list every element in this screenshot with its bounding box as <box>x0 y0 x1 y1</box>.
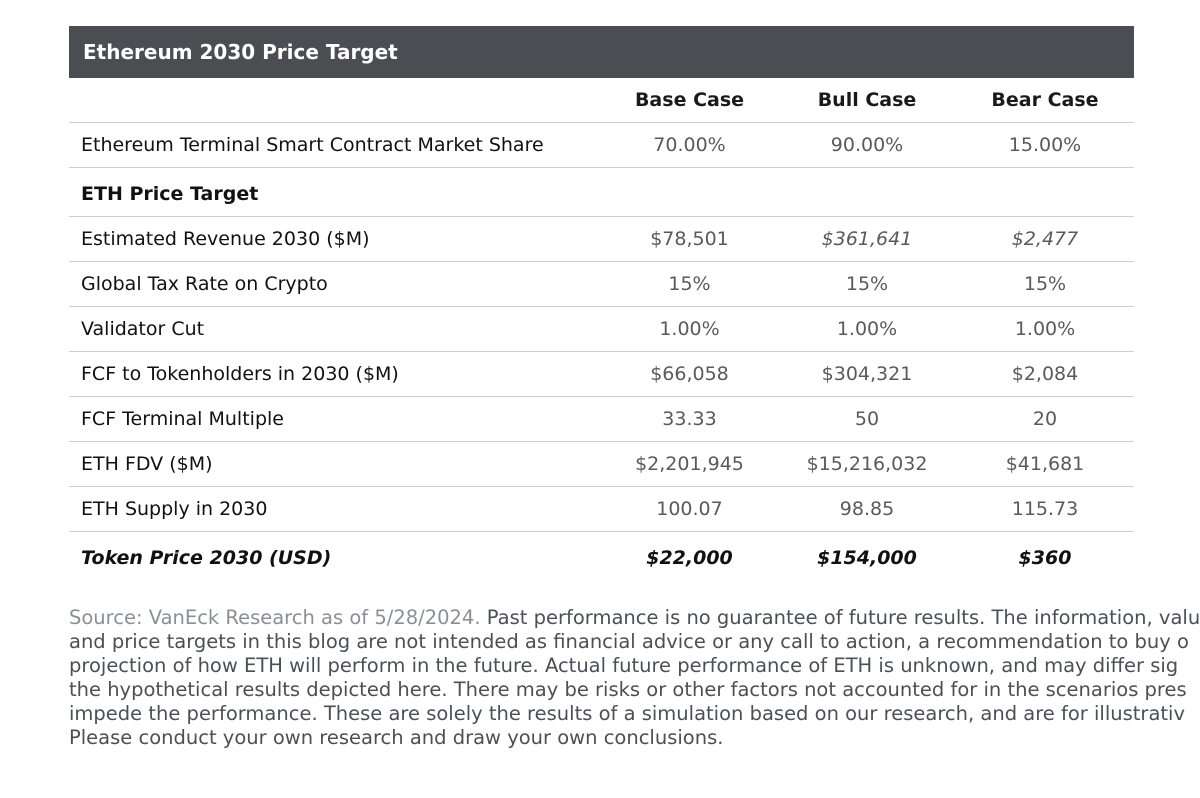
cell-base-case <box>601 168 778 217</box>
cell-bull-case: 90.00% <box>830 134 904 156</box>
cell-bear-case: 1.00% <box>1014 318 1076 340</box>
cell-bull-case: $304,321 <box>821 363 913 385</box>
cell-bear-case: 15.00% <box>1008 134 1082 156</box>
row-label: Validator Cut <box>81 318 205 340</box>
cell-base-case: $78,501 <box>650 228 729 250</box>
table-row: FCF Terminal Multiple 33.33 50 20 <box>69 396 1134 442</box>
cell-base-case: $2,201,945 <box>635 453 744 475</box>
cell-bull-case: 1.00% <box>836 318 898 340</box>
header-blank <box>69 78 601 123</box>
section-label: ETH Price Target <box>81 183 259 205</box>
cell-bear-case: 115.73 <box>1011 498 1079 520</box>
cell-bear-case: $2,084 <box>1011 363 1079 385</box>
row-label: Estimated Revenue 2030 ($M) <box>81 228 370 250</box>
price-target-table: Base Case Bull Case Bear Case Ethereum T… <box>69 78 1134 584</box>
row-label: FCF to Tokenholders in 2030 ($M) <box>81 363 399 385</box>
cell-base-case: 100.07 <box>656 498 723 520</box>
table-row: ETH FDV ($M) $2,201,945 $15,216,032 $41,… <box>69 441 1134 487</box>
section-row: ETH Price Target <box>69 167 1134 217</box>
cell-bear-case: $2,477 <box>1011 228 1079 250</box>
cell-bear-case: 15% <box>1023 273 1067 295</box>
cell-base-case: 15% <box>668 273 711 295</box>
disclaimer-footnote: Source: VanEck Research as of 5/28/2024.… <box>69 606 1200 750</box>
row-label: FCF Terminal Multiple <box>81 408 284 430</box>
footnote-line: and price targets in this blog are not i… <box>69 630 1189 653</box>
footnote-line: impede the performance. These are solely… <box>69 702 1186 725</box>
column-header-base-case: Base Case <box>634 89 745 111</box>
cell-base-case: 1.00% <box>659 318 720 340</box>
table-title: Ethereum 2030 Price Target <box>69 26 1134 78</box>
row-label: Global Tax Rate on Crypto <box>81 273 328 295</box>
cell-bear-case: 20 <box>1032 408 1058 430</box>
footnote-line: the hypothetical results depicted here. … <box>69 678 1187 701</box>
price-target-card: Ethereum 2030 Price Target Base Case Bul… <box>69 26 1134 584</box>
column-header-bull-case: Bull Case <box>817 89 917 111</box>
cell-bull-case: 98.85 <box>839 498 895 520</box>
row-label: Token Price 2030 (USD) <box>81 547 332 569</box>
table-row: ETH Supply in 2030 100.07 98.85 115.73 <box>69 486 1134 532</box>
cell-bear-case: $41,681 <box>1005 453 1085 475</box>
cell-bull-case <box>778 168 956 217</box>
row-label: Ethereum Terminal Smart Contract Market … <box>81 134 544 156</box>
table-row: Ethereum Terminal Smart Contract Market … <box>69 122 1134 168</box>
cell-base-case: 70.00% <box>653 134 726 156</box>
footnote-line: Source: VanEck Research as of 5/28/2024.… <box>69 606 1200 630</box>
cell-base-case: $22,000 <box>646 547 733 569</box>
cell-bear-case: $360 <box>1018 547 1072 569</box>
cell-bear-case <box>956 168 1134 217</box>
total-row: Token Price 2030 (USD) $22,000 $154,000 … <box>69 531 1134 585</box>
cell-bull-case: $15,216,032 <box>806 453 928 475</box>
footnote-line: projection of how ETH will perform in th… <box>69 654 1179 677</box>
table-row: Global Tax Rate on Crypto 15% 15% 15% <box>69 261 1134 307</box>
row-label: ETH Supply in 2030 <box>81 498 268 520</box>
column-header-bear-case: Bear Case <box>991 89 1099 111</box>
cell-bull-case: $361,641 <box>821 228 913 250</box>
row-label: ETH FDV ($M) <box>81 453 213 475</box>
table-row: Validator Cut 1.00% 1.00% 1.00% <box>69 306 1134 352</box>
cell-base-case: 33.33 <box>662 408 717 430</box>
header-row: Base Case Bull Case Bear Case <box>69 78 1134 123</box>
cell-base-case: $66,058 <box>650 363 729 385</box>
table-row: FCF to Tokenholders in 2030 ($M) $66,058… <box>69 351 1134 397</box>
cell-bull-case: 50 <box>854 408 880 430</box>
table-row: Estimated Revenue 2030 ($M) $78,501 $361… <box>69 216 1134 262</box>
cell-bull-case: 15% <box>845 273 889 295</box>
footnote-line: Please conduct your own research and dra… <box>69 726 724 749</box>
cell-bull-case: $154,000 <box>817 547 917 569</box>
disclaimer-text: Past performance is no guarantee of futu… <box>480 606 1200 629</box>
source-citation: Source: VanEck Research as of 5/28/2024. <box>69 606 481 629</box>
